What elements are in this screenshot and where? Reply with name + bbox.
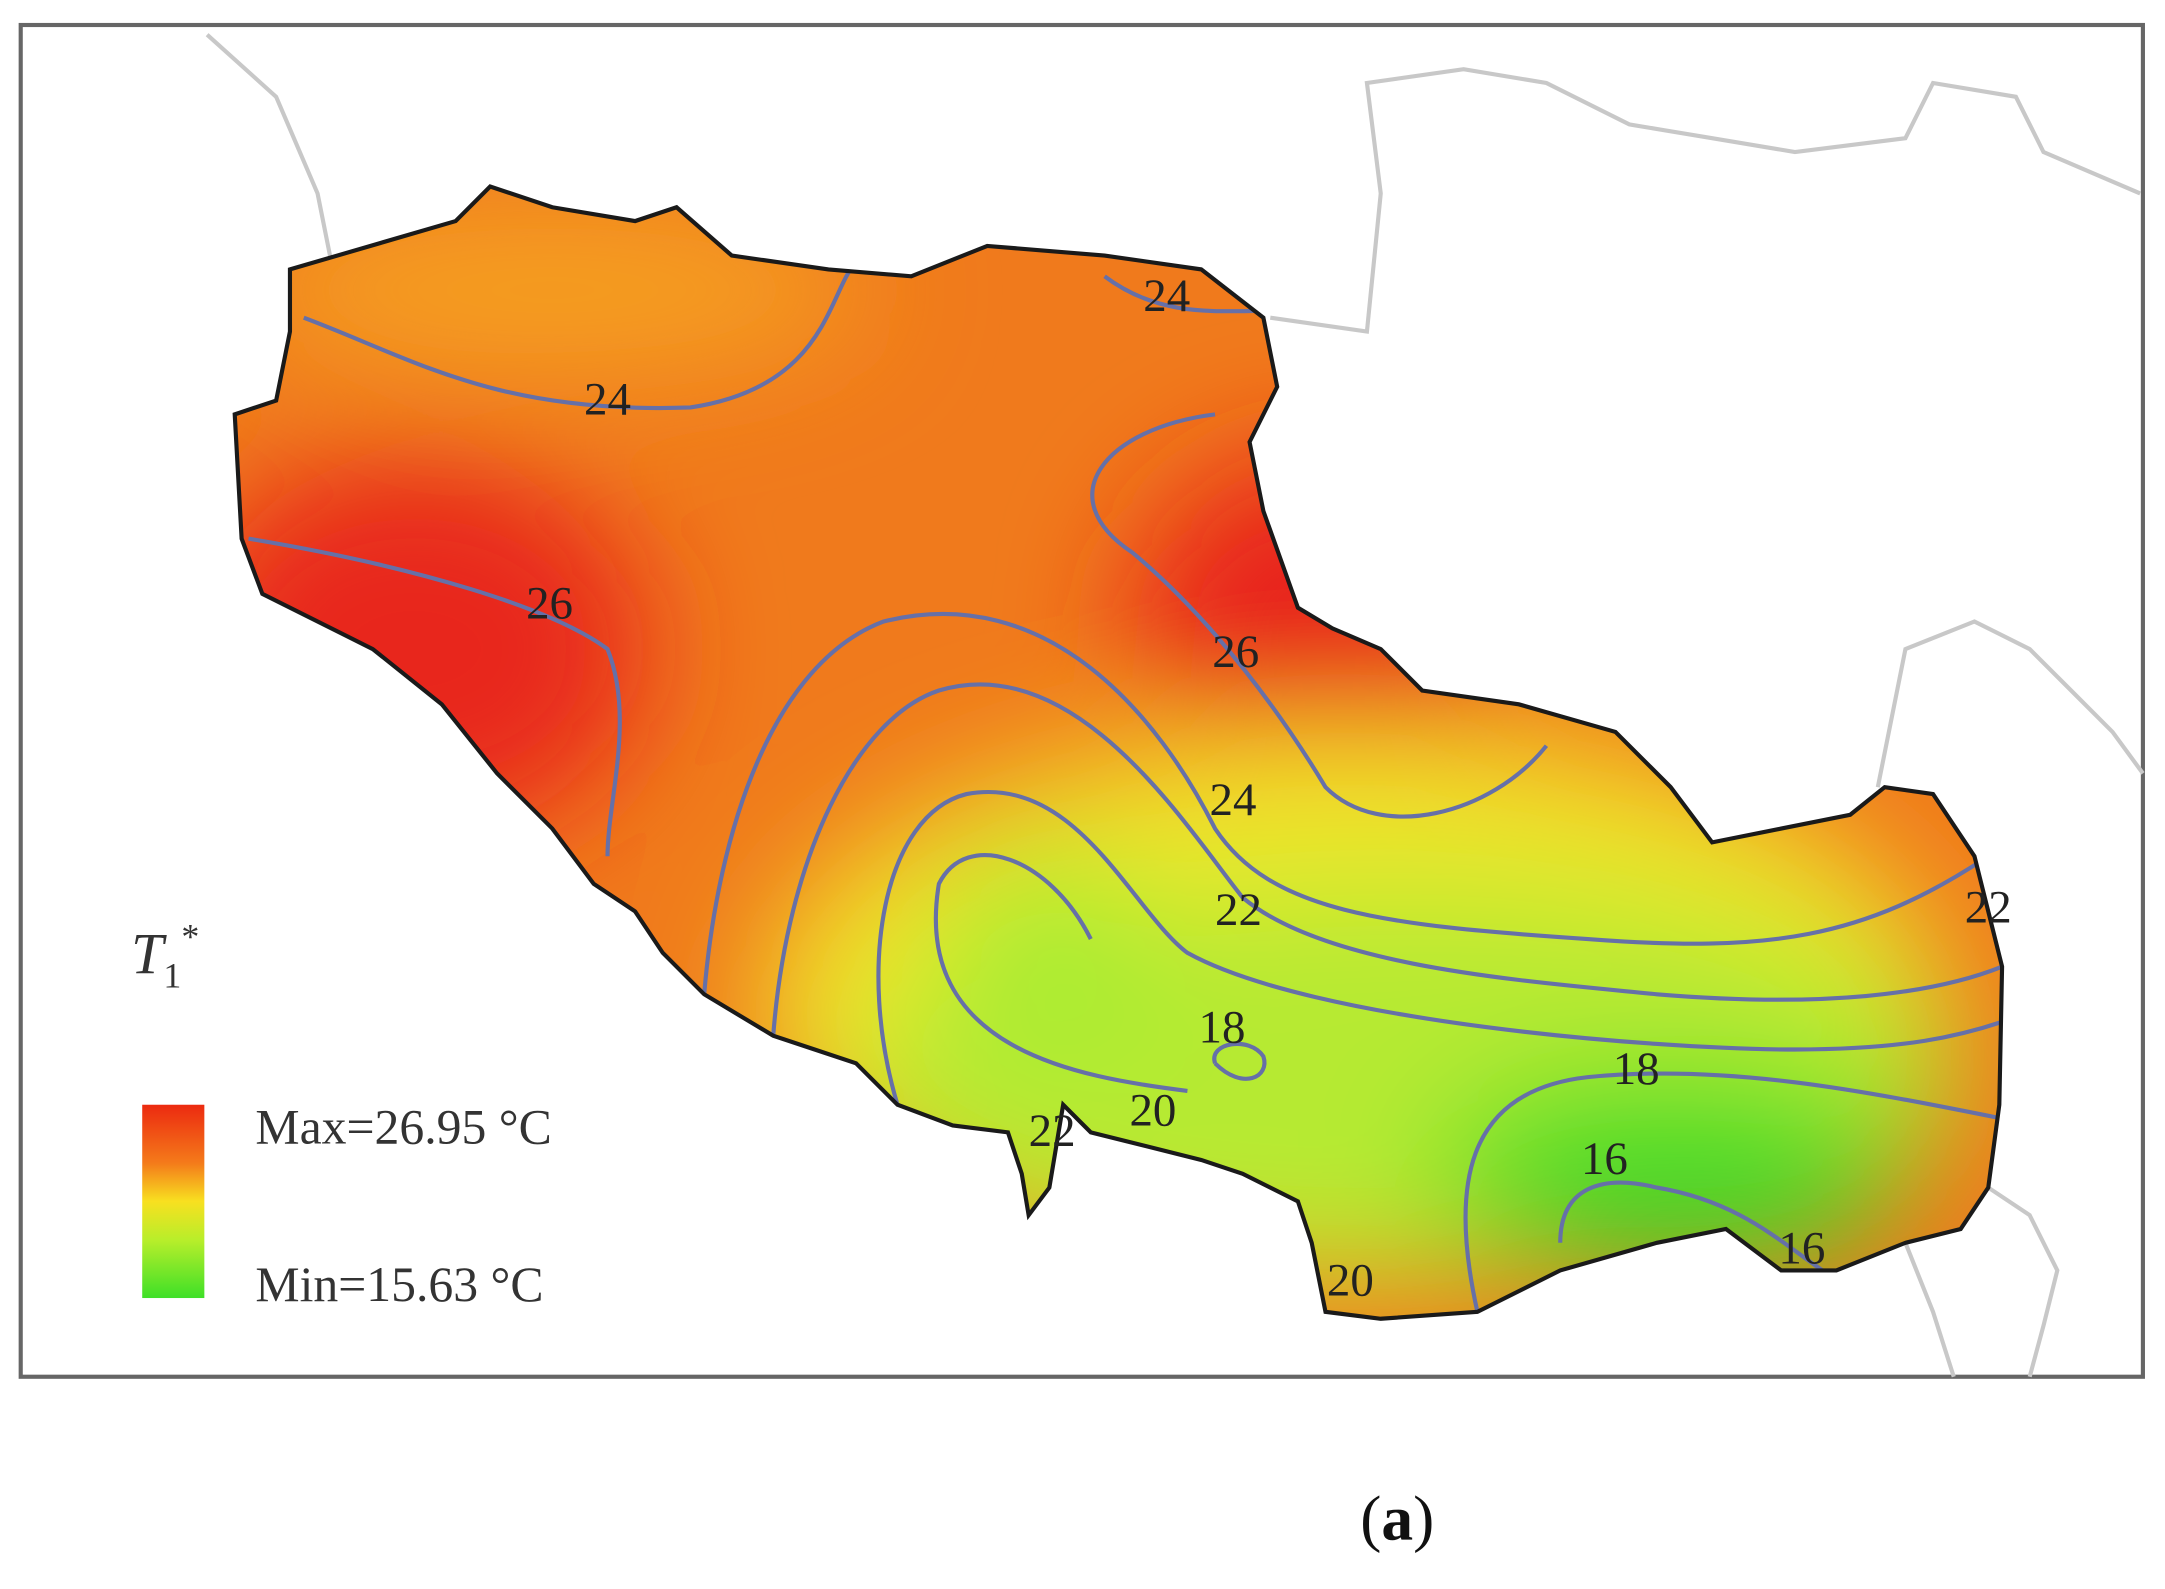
contour-label: 18 bbox=[1613, 1043, 1660, 1095]
caption-open: ( bbox=[1360, 1483, 1381, 1554]
contour-label: 22 bbox=[1215, 884, 1262, 936]
max-label: Max=26.95 °C bbox=[255, 1099, 551, 1154]
contour-label: 24 bbox=[584, 373, 631, 425]
contour-label: 22 bbox=[1965, 881, 2012, 933]
color-bar bbox=[142, 1104, 205, 1299]
superscript: * bbox=[181, 917, 199, 957]
caption-close: ) bbox=[1413, 1483, 1434, 1554]
borders bbox=[205, 33, 2145, 1378]
contour-label: 16 bbox=[1778, 1223, 1825, 1275]
contour-lines bbox=[248, 261, 2003, 1313]
caption: (a) bbox=[1360, 1483, 1434, 1554]
subscript: 1 bbox=[163, 955, 181, 995]
contour-label: 24 bbox=[1143, 270, 1190, 322]
min-label: Min=15.63 °C bbox=[255, 1257, 543, 1312]
contour-label: 26 bbox=[1212, 626, 1259, 678]
contour-label: 18 bbox=[1198, 1002, 1245, 1054]
contour-label: 26 bbox=[526, 578, 573, 630]
symbol: T bbox=[131, 922, 167, 987]
contour-label: 20 bbox=[1129, 1084, 1176, 1136]
contour-label: 24 bbox=[1210, 774, 1257, 826]
legend-title: T1* bbox=[131, 917, 199, 996]
caption-letter: a bbox=[1381, 1483, 1413, 1554]
contour-label: 22 bbox=[1029, 1105, 1076, 1157]
contour-label: 16 bbox=[1581, 1133, 1628, 1185]
contour-label: 20 bbox=[1327, 1254, 1374, 1306]
